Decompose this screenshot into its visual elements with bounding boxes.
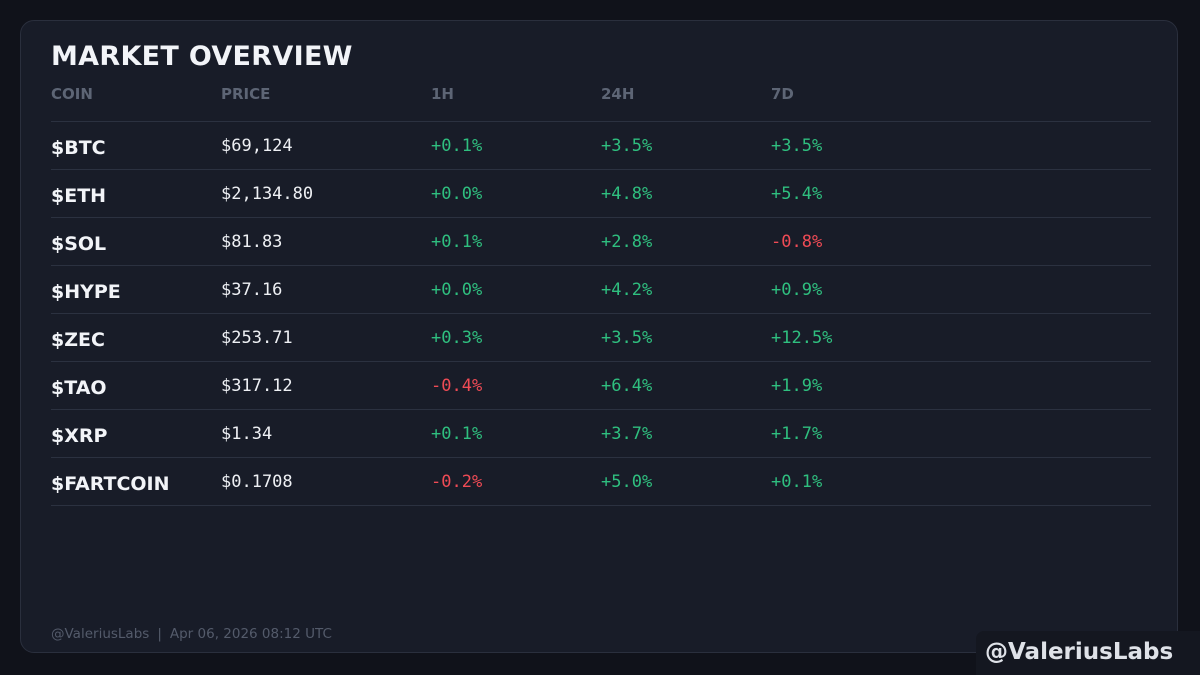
coin-price: $81.83	[221, 232, 283, 252]
change-24h: +5.0%	[601, 472, 653, 492]
watermark-handle: @ValeriusLabs	[976, 631, 1200, 675]
change-1h: +0.1%	[431, 136, 483, 156]
table-row: $TAO $317.12 -0.4% +6.4% +1.9%	[51, 362, 1151, 410]
coin-price: $0.1708	[221, 472, 293, 492]
coin-symbol: $TAO	[51, 377, 107, 399]
coin-symbol: $SOL	[51, 233, 107, 255]
column-header-24h: 24H	[601, 85, 635, 103]
change-24h: +3.7%	[601, 424, 653, 444]
page-title: MARKET OVERVIEW	[51, 41, 353, 72]
coin-symbol: $ZEC	[51, 329, 105, 351]
change-1h: -0.2%	[431, 472, 483, 492]
table-row: $BTC $69,124 +0.1% +3.5% +3.5%	[51, 122, 1151, 170]
table-header: COIN PRICE 1H 24H 7D	[51, 85, 1151, 122]
change-24h: +3.5%	[601, 328, 653, 348]
footer-attribution: @ValeriusLabs | Apr 06, 2026 08:12 UTC	[51, 626, 332, 642]
market-table-body: $BTC $69,124 +0.1% +3.5% +3.5% $ETH $2,1…	[51, 122, 1151, 506]
change-7d: +0.1%	[771, 472, 823, 492]
market-overview-card: MARKET OVERVIEW COIN PRICE 1H 24H 7D $BT…	[20, 20, 1178, 653]
change-24h: +3.5%	[601, 136, 653, 156]
table-row: $HYPE $37.16 +0.0% +4.2% +0.9%	[51, 266, 1151, 314]
coin-price: $2,134.80	[221, 184, 314, 204]
table-row: $FARTCOIN $0.1708 -0.2% +5.0% +0.1%	[51, 458, 1151, 506]
change-1h: +0.0%	[431, 280, 483, 300]
change-1h: +0.1%	[431, 424, 483, 444]
footer-handle: @ValeriusLabs	[51, 626, 150, 642]
change-7d: +5.4%	[771, 184, 823, 204]
coin-symbol: $ETH	[51, 185, 107, 207]
coin-price: $69,124	[221, 136, 293, 156]
coin-symbol: $HYPE	[51, 281, 121, 303]
coin-price: $1.34	[221, 424, 273, 444]
coin-symbol: $FARTCOIN	[51, 473, 170, 495]
change-7d: +1.9%	[771, 376, 823, 396]
table-row: $XRP $1.34 +0.1% +3.7% +1.7%	[51, 410, 1151, 458]
change-1h: +0.0%	[431, 184, 483, 204]
change-7d: +0.9%	[771, 280, 823, 300]
change-1h: -0.4%	[431, 376, 483, 396]
change-1h: +0.3%	[431, 328, 483, 348]
coin-symbol: $BTC	[51, 137, 106, 159]
coin-symbol: $XRP	[51, 425, 108, 447]
column-header-1h: 1H	[431, 85, 454, 103]
coin-price: $253.71	[221, 328, 293, 348]
footer-timestamp: Apr 06, 2026 08:12 UTC	[169, 626, 332, 642]
column-header-price: PRICE	[221, 85, 271, 103]
table-row: $ZEC $253.71 +0.3% +3.5% +12.5%	[51, 314, 1151, 362]
change-7d: +12.5%	[771, 328, 833, 348]
change-24h: +2.8%	[601, 232, 653, 252]
table-row: $ETH $2,134.80 +0.0% +4.8% +5.4%	[51, 170, 1151, 218]
footer-separator: |	[157, 626, 162, 642]
change-7d: +3.5%	[771, 136, 823, 156]
change-24h: +4.8%	[601, 184, 653, 204]
change-24h: +6.4%	[601, 376, 653, 396]
column-header-7d: 7D	[771, 85, 794, 103]
change-1h: +0.1%	[431, 232, 483, 252]
column-header-coin: COIN	[51, 85, 93, 103]
coin-price: $37.16	[221, 280, 283, 300]
change-24h: +4.2%	[601, 280, 653, 300]
change-7d: -0.8%	[771, 232, 823, 252]
coin-price: $317.12	[221, 376, 293, 396]
change-7d: +1.7%	[771, 424, 823, 444]
table-row: $SOL $81.83 +0.1% +2.8% -0.8%	[51, 218, 1151, 266]
